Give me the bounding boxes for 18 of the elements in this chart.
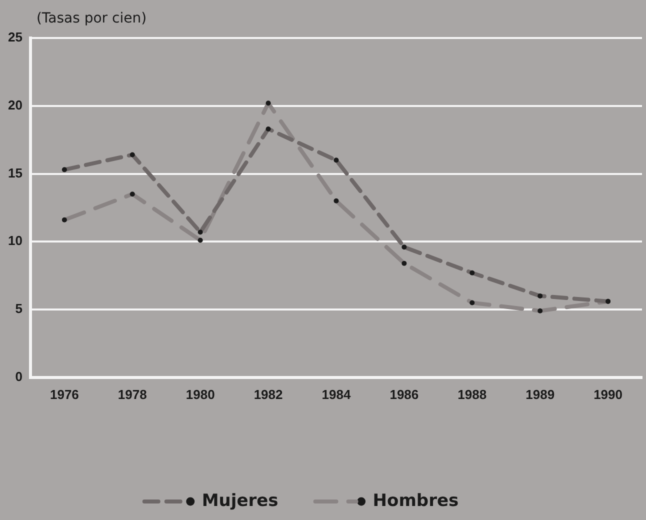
y-tick-label: 10 <box>8 233 22 248</box>
x-tick-label: 1988 <box>458 386 487 402</box>
x-tick-label: 1984 <box>322 386 352 402</box>
y-axis-title: (Tasas por cien) <box>36 10 147 27</box>
x-tick-label: 1980 <box>186 386 215 402</box>
y-tick-label: 0 <box>15 368 22 384</box>
x-tick-label: 1986 <box>390 386 419 402</box>
x-tick-label: 1989 <box>526 386 555 402</box>
x-tick-label: 1982 <box>254 386 283 402</box>
legend-label: Mujeres <box>202 490 278 511</box>
y-tick-label: 5 <box>15 301 22 316</box>
y-tick-label: 20 <box>8 97 22 112</box>
x-tick-label: 1978 <box>118 386 147 402</box>
y-tick-label: 25 <box>8 30 22 45</box>
y-tick-label: 15 <box>8 165 22 180</box>
x-tick-label: 1976 <box>50 386 79 402</box>
x-tick-label: 1990 <box>594 386 622 402</box>
legend-label: Hombres <box>372 490 459 511</box>
